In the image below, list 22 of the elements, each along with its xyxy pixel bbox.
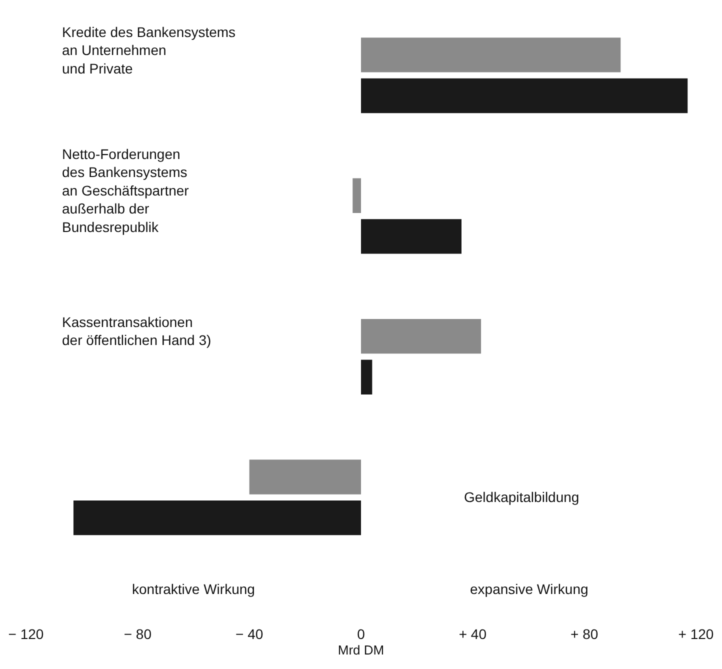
bar — [361, 78, 688, 114]
x-tick-label: + 40 — [458, 626, 487, 642]
y-tick-label: Geldkapitalbildung — [464, 489, 580, 505]
x-tick-label: + 80 — [570, 626, 598, 642]
bar — [361, 219, 462, 254]
y-tick-label: Netto-Forderungen des Bankensystems an Geschäftspartner außerhalb der Bundesrepublik — [62, 146, 190, 235]
y-tick-label: Kassentransaktionen der öffentlichen Hand 3) — [62, 314, 212, 348]
bar — [249, 460, 361, 494]
y-tick-label: Kredite des Bankensystems an Unternehmen und Private — [62, 24, 236, 76]
bar — [361, 38, 621, 72]
x-tick-label: − 80 — [124, 626, 152, 642]
bar — [73, 500, 361, 536]
x-tick-label: − 120 — [8, 626, 44, 642]
x-tick-label: + 120 — [678, 626, 714, 642]
bar — [361, 318, 482, 354]
x-axis-title: Mrd DM — [338, 642, 384, 658]
text: kontraktive Wirkung — [132, 581, 255, 597]
bar — [361, 360, 372, 394]
x-tick-label: − 40 — [236, 626, 264, 642]
text: expansive Wirkung — [470, 581, 588, 597]
x-tick-label: 0 — [357, 626, 366, 642]
bar — [352, 178, 361, 213]
